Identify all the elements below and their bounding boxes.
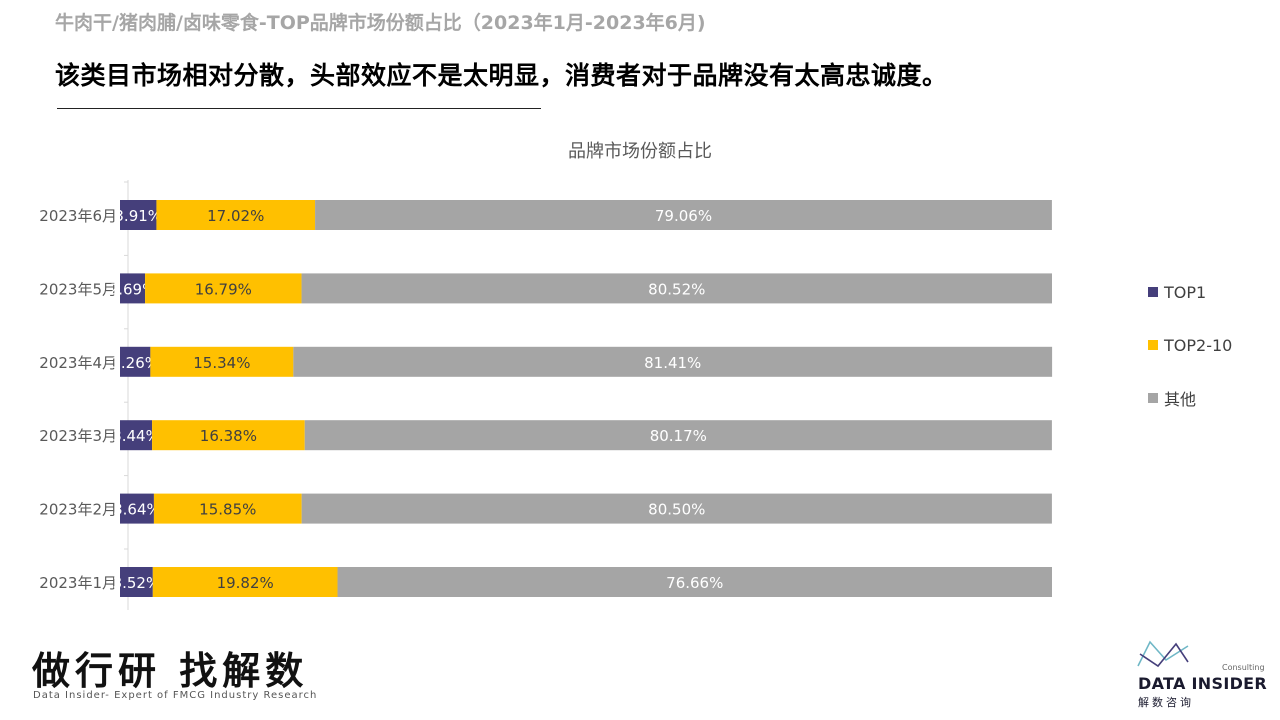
- chart-title: 品牌市场份额占比: [568, 141, 712, 162]
- category-label: 2023年2月: [39, 501, 117, 519]
- bar-segment-1: [120, 567, 153, 597]
- data-label: 3.64%: [113, 501, 161, 519]
- legend-label: 其他: [1164, 390, 1197, 409]
- logo-mark-icon: [1137, 640, 1189, 668]
- data-label: 16.79%: [195, 280, 252, 298]
- bar-segment-3: [301, 273, 1052, 304]
- page-subtitle: 牛肉干/猪肉脯/卤味零食-TOP品牌市场份额占比（2023年1月-2023年6月…: [55, 12, 706, 34]
- bar-segment-1: [120, 420, 153, 451]
- legend-swatch: [1148, 393, 1158, 403]
- data-label: 2.69%: [109, 280, 157, 298]
- data-label: 19.82%: [217, 574, 274, 592]
- footer-slogan: 做行研 找解数: [32, 648, 309, 693]
- bar-segment-1: [120, 200, 157, 230]
- data-label: 15.85%: [199, 501, 256, 519]
- data-label: 81.41%: [644, 354, 701, 372]
- data-label: 15.34%: [193, 354, 250, 372]
- bar-segment-3: [304, 420, 1052, 451]
- logo: Consulting DATA INSIDER 解数咨询: [1136, 636, 1267, 710]
- bar-segment-3: [315, 200, 1052, 230]
- category-label: 2023年4月: [39, 354, 117, 372]
- data-label: 3.91%: [114, 207, 162, 225]
- logo-name: DATA INSIDER: [1138, 674, 1267, 693]
- data-label: 3.44%: [112, 427, 160, 445]
- data-label: 79.06%: [655, 207, 712, 225]
- legend-item: TOP1: [1148, 280, 1268, 304]
- data-label: 80.17%: [650, 427, 707, 445]
- category-label: 2023年1月: [39, 574, 117, 592]
- legend-item: TOP2-10: [1148, 333, 1268, 357]
- data-label: 80.50%: [648, 501, 705, 519]
- data-label: 76.66%: [666, 574, 723, 592]
- legend-label: TOP2-10: [1164, 335, 1233, 355]
- bar-segment-1: [120, 493, 154, 524]
- legend-item: 其他: [1148, 386, 1268, 410]
- bar-segment-2: [156, 200, 316, 230]
- bar-segment-2: [145, 273, 302, 304]
- category-label: 2023年3月: [39, 427, 117, 445]
- bar-segment-2: [150, 346, 294, 377]
- bar-segment-1: [120, 346, 151, 377]
- data-label: 3.52%: [113, 574, 161, 592]
- data-label: 17.02%: [207, 207, 264, 225]
- logo-consulting: Consulting: [1222, 663, 1265, 672]
- data-label: 3.26%: [111, 354, 159, 372]
- category-label: 2023年5月: [39, 280, 117, 298]
- bar-segment-2: [152, 567, 338, 597]
- bar-segment-3: [337, 567, 1052, 597]
- logo-name-cn: 解数咨询: [1138, 696, 1194, 709]
- chart-legend: TOP1 TOP2-10 其他: [1148, 280, 1268, 439]
- legend-label: TOP1: [1164, 282, 1207, 302]
- bar-segment-2: [153, 493, 302, 524]
- bar-segment-1: [120, 273, 146, 304]
- bar-segment-3: [301, 493, 1052, 524]
- data-label: 16.38%: [200, 427, 257, 445]
- legend-swatch: [1148, 287, 1158, 297]
- bar-segment-3: [293, 346, 1053, 377]
- footer-tagline: Data Insider- Expert of FMCG Industry Re…: [33, 690, 318, 701]
- data-label: 80.52%: [648, 280, 705, 298]
- legend-swatch: [1148, 340, 1158, 350]
- page-headline: 该类目市场相对分散，头部效应不是太明显，消费者对于品牌没有太高忠诚度。: [55, 61, 948, 90]
- category-label: 2023年6月: [39, 207, 117, 225]
- bar-segment-2: [152, 420, 305, 451]
- headline-rule: [57, 108, 541, 109]
